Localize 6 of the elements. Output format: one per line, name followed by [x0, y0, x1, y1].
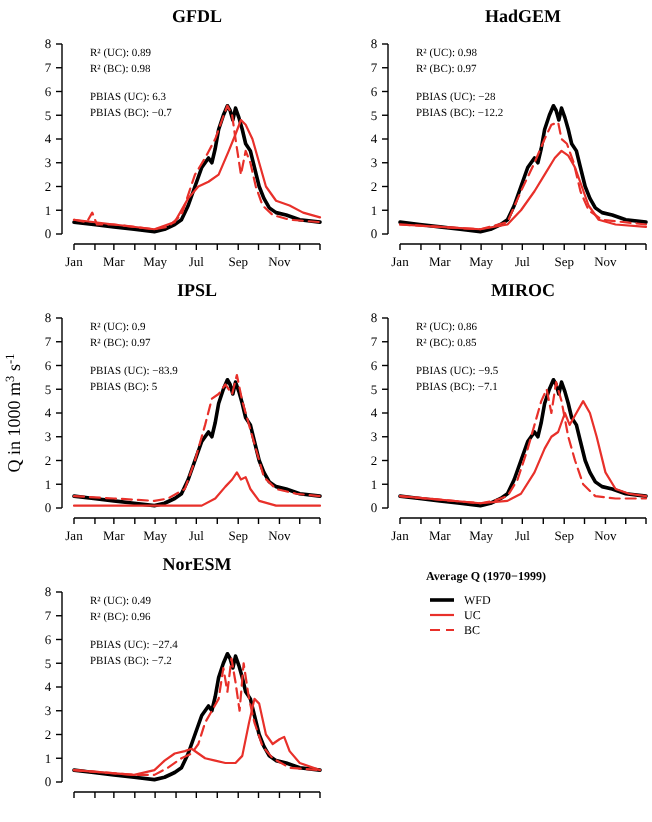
- chart-title: IPSL: [176, 280, 218, 300]
- chart-title: GFDL: [171, 6, 223, 26]
- line-series: [398, 103, 648, 234]
- chart-title: NorESM: [162, 554, 233, 574]
- chart-title: MIROC: [491, 280, 555, 300]
- chart-title: HadGEM: [484, 6, 562, 26]
